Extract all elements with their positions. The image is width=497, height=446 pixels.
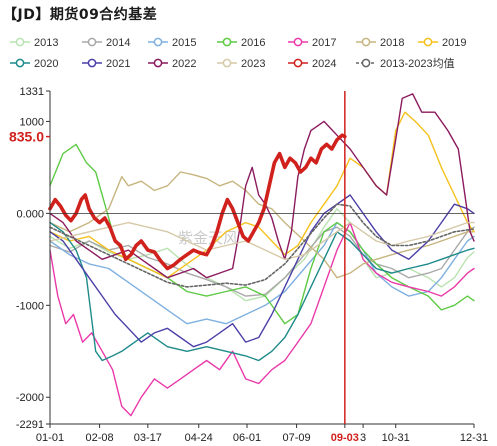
series-line-2013-2023- bbox=[49, 203, 475, 288]
legend-item-2022: 2022 bbox=[148, 58, 196, 70]
legend-swatch-marker bbox=[153, 58, 163, 68]
legend-label: 2016 bbox=[241, 37, 265, 49]
legend-label: 2018 bbox=[380, 37, 404, 49]
legend-label: 2024 bbox=[312, 58, 336, 70]
series-line-2020 bbox=[49, 221, 475, 362]
x-tick-label: 3 bbox=[360, 432, 366, 444]
series-line-2019 bbox=[49, 111, 475, 279]
x-tick-label: 04-24 bbox=[185, 432, 213, 444]
x-tick-label: 03-17 bbox=[134, 432, 162, 444]
chart-legend: 2013 2014 2015 2016 2017 2018 2019 2020 2021 2022… bbox=[10, 37, 466, 70]
legend-swatch-marker bbox=[423, 37, 433, 47]
legend-swatch-marker bbox=[153, 37, 163, 47]
legend-item-2021: 2021 bbox=[82, 58, 130, 70]
legend-item-2013: 2013 bbox=[10, 37, 58, 49]
legend-swatch-marker bbox=[361, 37, 371, 47]
x-tick-label: 02-08 bbox=[86, 432, 114, 444]
legend-item-2018: 2018 bbox=[356, 37, 404, 49]
series-line-2013 bbox=[49, 208, 475, 302]
legend-item-2015: 2015 bbox=[148, 37, 196, 49]
legend-label: 2023 bbox=[241, 58, 265, 70]
legend-label: 2017 bbox=[312, 37, 336, 49]
y-tick-label: 1000 bbox=[20, 116, 44, 128]
y-tick-label: -2000 bbox=[16, 392, 44, 404]
legend-swatch-marker bbox=[293, 58, 303, 68]
series-line-2022 bbox=[49, 93, 475, 279]
legend-item-2014: 2014 bbox=[82, 37, 130, 49]
legend-swatch-marker bbox=[293, 37, 303, 47]
x-tick-label: 10-31 bbox=[382, 432, 410, 444]
legend-swatch-marker bbox=[87, 58, 97, 68]
legend-label: 2019 bbox=[442, 37, 466, 49]
legend-label: 2013 bbox=[34, 37, 58, 49]
legend-item-2024: 2024 bbox=[288, 58, 336, 70]
legend-swatch-marker bbox=[87, 37, 97, 47]
series-line-2016 bbox=[49, 143, 475, 325]
watermark-text: 紫金天风 bbox=[178, 229, 238, 247]
legend-swatch-marker bbox=[222, 58, 232, 68]
current-value-label: 835.0 bbox=[9, 129, 44, 145]
x-tick-label: 01-01 bbox=[36, 432, 64, 444]
series-line-2021 bbox=[49, 194, 475, 348]
legend-swatch-marker bbox=[222, 37, 232, 47]
x-tick-label: 06-01 bbox=[233, 432, 261, 444]
legend-label: 2014 bbox=[106, 37, 130, 49]
legend-item-2023: 2023 bbox=[217, 58, 265, 70]
legend-item-2017: 2017 bbox=[288, 37, 336, 49]
legend-label: 2022 bbox=[172, 58, 196, 70]
y-tick-label: -2291 bbox=[16, 419, 44, 431]
x-tick-label: 07-09 bbox=[283, 432, 311, 444]
series-line-2017 bbox=[49, 221, 475, 417]
y-tick-label: 0.000 bbox=[16, 208, 44, 220]
legend-label: 2015 bbox=[172, 37, 196, 49]
page-title: 【JD】期货09合约基差 bbox=[3, 7, 158, 23]
legend-item-2019: 2019 bbox=[418, 37, 466, 49]
legend-item-2016: 2016 bbox=[217, 37, 265, 49]
legend-label: 2013-2023均值 bbox=[380, 57, 455, 70]
legend-item-2013-2023-: 2013-2023均值 bbox=[356, 57, 455, 70]
legend-item-2020: 2020 bbox=[10, 58, 58, 70]
series-line-2024 bbox=[48, 133, 347, 271]
legend-label: 2020 bbox=[34, 58, 58, 70]
legend-swatch-marker bbox=[15, 37, 25, 47]
series-line-2015 bbox=[49, 221, 475, 325]
legend-swatch-marker bbox=[361, 58, 371, 68]
legend-swatch-marker bbox=[15, 58, 25, 68]
x-tick-label: 12-31 bbox=[460, 432, 488, 444]
x-tick-label-current: 09-03 bbox=[331, 432, 359, 444]
legend-label: 2021 bbox=[106, 58, 130, 70]
series-layer bbox=[48, 93, 475, 417]
y-tick-label: -1000 bbox=[16, 300, 44, 312]
series-line-2018 bbox=[49, 171, 475, 279]
series-line-2023 bbox=[49, 221, 475, 260]
y-tick-label: 1331 bbox=[20, 86, 44, 98]
